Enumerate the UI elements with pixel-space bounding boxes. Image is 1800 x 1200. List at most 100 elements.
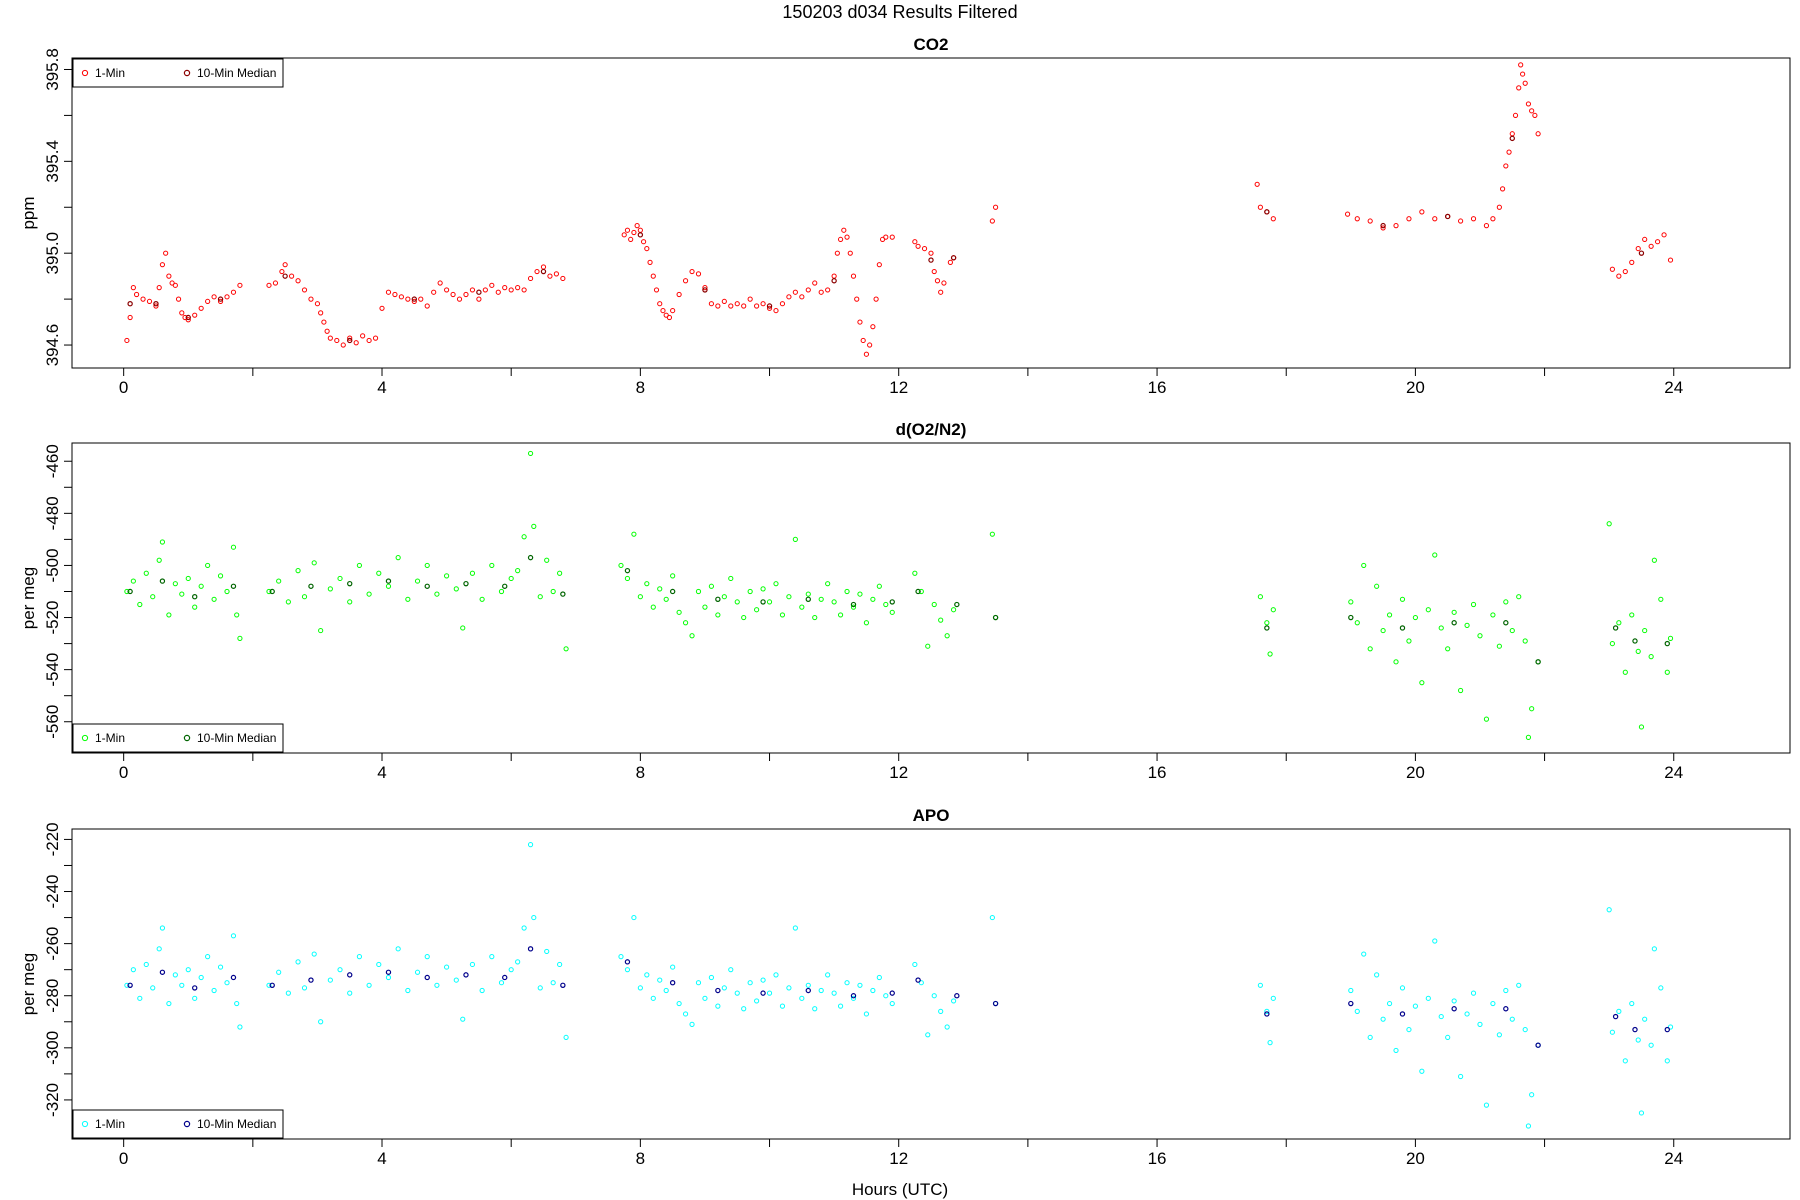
data-point-1min-co2: [450, 291, 456, 298]
data-point-1min-co2: [666, 314, 673, 321]
data-point-1min-apo: [657, 977, 663, 983]
data-point-1min-co2: [327, 335, 333, 341]
data-point-1min-co2: [721, 298, 727, 305]
data-point-1min-apo: [1496, 1032, 1502, 1038]
data-point-1min-co2: [1509, 131, 1515, 137]
data-point-1min-apo: [185, 967, 191, 973]
y-tick-label-o2n2: -460: [43, 444, 62, 478]
data-point-1min-o2n2: [276, 578, 282, 584]
data-point-1min-co2: [741, 303, 747, 309]
data-point-1min-co2: [708, 301, 715, 307]
data-point-1min-co2: [172, 282, 178, 288]
data-point-median-co2: [153, 301, 159, 307]
data-point-1min-co2: [863, 351, 870, 357]
data-point-1min-co2: [766, 305, 773, 311]
data-point-1min-co2: [870, 324, 876, 330]
data-point-median-o2n2: [760, 599, 766, 605]
data-point-1min-co2: [860, 337, 866, 344]
y-tick-label-o2n2: -540: [43, 653, 62, 687]
legend-label-1min-o2n2: 1-Min: [95, 731, 125, 745]
data-point-median-co2: [127, 301, 133, 307]
data-point-1min-co2: [831, 273, 837, 279]
data-point-1min-co2: [1496, 204, 1502, 210]
data-point-median-o2n2: [1451, 620, 1457, 626]
data-point-1min-apo: [217, 964, 224, 970]
data-point-1min-co2: [634, 223, 640, 229]
data-point-1min-co2: [1406, 216, 1412, 222]
data-point-1min-o2n2: [708, 583, 715, 589]
data-point-1min-co2: [747, 296, 753, 302]
data-point-median-o2n2: [850, 601, 857, 608]
data-point-1min-co2: [224, 294, 230, 300]
data-point-1min-apo: [844, 980, 850, 986]
data-point-median-co2: [637, 232, 644, 238]
y-tick-label-apo: -300: [43, 1031, 62, 1065]
data-point-median-o2n2: [805, 596, 811, 603]
data-point-median-co2: [411, 296, 418, 302]
data-point-1min-o2n2: [624, 575, 631, 582]
data-point-1min-o2n2: [931, 601, 937, 608]
data-point-1min-apo: [747, 980, 753, 986]
data-point-1min-co2: [560, 275, 566, 282]
data-point-1min-apo: [799, 995, 805, 1001]
data-point-1min-o2n2: [385, 583, 392, 589]
data-point-1min-co2: [192, 312, 198, 318]
data-point-1min-o2n2: [1496, 643, 1502, 649]
data-point-1min-co2: [938, 289, 944, 295]
legend-label-median-o2n2: 10-Min Median: [197, 731, 276, 745]
data-point-1min-co2: [324, 328, 330, 334]
data-point-1min-co2: [689, 268, 695, 275]
data-point-1min-o2n2: [1393, 659, 1399, 665]
data-point-1min-o2n2: [1348, 599, 1354, 605]
data-point-1min-co2: [133, 291, 140, 298]
data-point-1min-co2: [508, 287, 514, 293]
data-point-1min-apo: [385, 974, 392, 981]
data-point-1min-co2: [553, 271, 559, 277]
data-point-median-co2: [1509, 135, 1515, 142]
data-point-1min-apo: [876, 974, 882, 981]
data-point-median-co2: [217, 296, 224, 302]
data-point-1min-co2: [1354, 216, 1360, 222]
data-point-median-apo: [850, 993, 857, 999]
data-point-1min-o2n2: [883, 601, 889, 608]
data-point-1min-apo: [192, 995, 198, 1001]
data-point-1min-apo: [143, 961, 149, 968]
data-point-1min-apo: [1458, 1073, 1464, 1080]
data-point-1min-apo: [337, 967, 343, 973]
data-point-1min-o2n2: [1664, 669, 1670, 675]
data-point-1min-apo: [676, 1000, 682, 1007]
x-tick-label-apo: 16: [1148, 1149, 1167, 1168]
data-point-1min-o2n2: [508, 575, 514, 582]
data-point-1min-co2: [1616, 273, 1622, 279]
y-tick-label-o2n2: -480: [43, 496, 62, 530]
y-tick-label-co2: 395.0: [43, 232, 62, 275]
data-point-1min-apo: [130, 967, 136, 973]
data-point-1min-o2n2: [734, 599, 740, 605]
data-point-1min-co2: [844, 234, 850, 240]
data-point-1min-o2n2: [211, 596, 217, 602]
data-point-1min-co2: [534, 268, 540, 275]
x-tick-label-co2: 20: [1406, 378, 1425, 397]
data-point-1min-o2n2: [786, 594, 792, 600]
data-point-1min-co2: [411, 298, 417, 305]
data-point-1min-apo: [1509, 1016, 1515, 1022]
data-point-1min-apo: [1270, 995, 1276, 1001]
data-point-1min-apo: [211, 987, 217, 994]
data-point-median-apo: [954, 993, 960, 999]
data-point-1min-co2: [1512, 112, 1519, 119]
data-point-1min-o2n2: [1629, 612, 1635, 618]
x-tick-label-co2: 12: [889, 378, 908, 397]
data-point-1min-apo: [544, 948, 550, 955]
data-point-1min-co2: [1609, 266, 1615, 272]
data-point-1min-o2n2: [1622, 669, 1628, 675]
data-point-1min-co2: [857, 319, 863, 325]
data-point-1min-o2n2: [695, 588, 702, 595]
data-point-1min-co2: [398, 294, 404, 300]
data-point-1min-co2: [521, 287, 527, 293]
data-point-1min-co2: [127, 314, 133, 321]
data-point-median-co2: [928, 257, 934, 263]
data-point-1min-apo: [234, 1000, 240, 1007]
data-point-1min-apo: [1606, 907, 1612, 913]
legend-label-1min-co2: 1-Min: [95, 66, 125, 80]
